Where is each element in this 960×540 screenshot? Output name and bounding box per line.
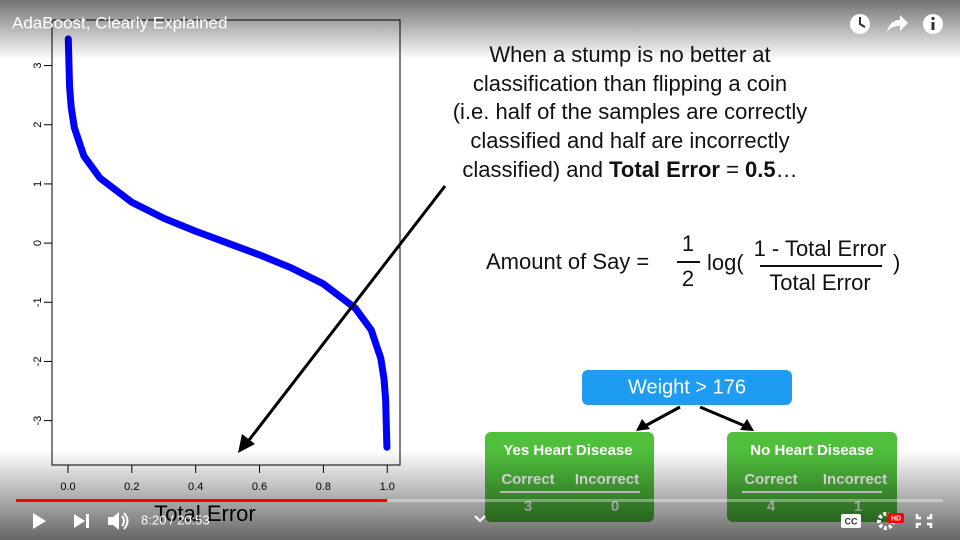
formula-log: log( — [707, 250, 744, 275]
caption-line: classification than flipping a coin — [473, 71, 787, 96]
time-display: 8:20 / 20:53 — [141, 512, 210, 527]
arrowhead — [636, 419, 650, 431]
y-tick-label: -1 — [32, 297, 44, 307]
edge — [644, 405, 681, 428]
cc-label: CC — [845, 516, 858, 526]
formula-close: ) — [893, 250, 900, 275]
y-tick-label: 0 — [32, 240, 44, 246]
formula-den: 2 — [682, 266, 694, 291]
bottom-shade — [0, 450, 960, 540]
y-tick-label: 2 — [32, 122, 44, 128]
settings-button[interactable]: HD — [877, 512, 904, 530]
formula: Amount of Say = 1 2 log( 1 - Total Error… — [486, 231, 900, 295]
progress-track[interactable] — [16, 499, 943, 502]
caption-line: classified and half are incorrectly — [470, 128, 789, 153]
top-shade — [0, 0, 960, 60]
fullscreen-button[interactable] — [915, 514, 933, 528]
caption-part: 0.5 — [745, 157, 776, 182]
edge — [699, 405, 746, 428]
y-tick-label: 3 — [32, 63, 44, 69]
y-tick-label: 1 — [32, 181, 44, 187]
progress-played — [16, 499, 387, 502]
root-label: Weight > 176 — [628, 376, 746, 398]
volume-button[interactable] — [108, 512, 129, 530]
chapter-chevron[interactable] — [474, 515, 486, 523]
share[interactable] — [887, 15, 908, 32]
arrow — [244, 185, 447, 445]
video-title[interactable]: AdaBoost, Clearly Explained — [12, 13, 227, 32]
play-button[interactable] — [33, 513, 46, 529]
arrowhead — [238, 434, 255, 453]
formula-denominator: Total Error — [769, 270, 870, 295]
caption-line: classified) and Total Error = 0.5… — [462, 157, 797, 182]
root-node — [582, 370, 792, 405]
formula-numerator: 1 - Total Error — [754, 236, 887, 261]
next-button[interactable] — [74, 514, 89, 528]
hd-badge: HD — [891, 515, 901, 522]
info[interactable] — [923, 14, 943, 34]
formula-lhs: Amount of Say = — [486, 249, 649, 274]
plot: 0.00.20.40.60.81.0-3-2-10123Total Error — [32, 19, 401, 526]
y-tick-label: -3 — [32, 416, 44, 426]
watch-later[interactable] — [850, 14, 870, 34]
formula-num: 1 — [682, 231, 694, 256]
line-series — [64, 35, 391, 451]
caption-part: … — [776, 157, 798, 182]
y-tick-label: -2 — [32, 357, 44, 367]
caption-line: (i.e. half of the samples are correctly — [453, 99, 808, 124]
arrowhead — [740, 419, 754, 431]
cc-button[interactable]: CC — [841, 514, 861, 528]
caption-part: = — [720, 157, 745, 182]
caption-part: Total Error — [609, 157, 720, 182]
caption-part: classified) and — [462, 157, 609, 182]
caption: When a stump is no better at classificat… — [453, 42, 808, 182]
